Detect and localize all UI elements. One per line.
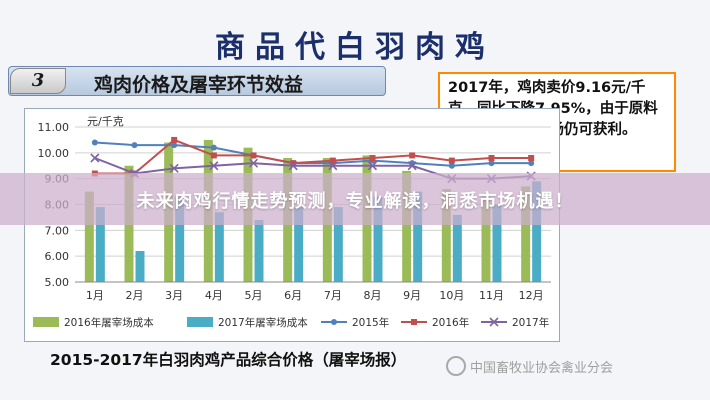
price-chart: 5.006.007.008.009.0010.0011.00元/千克1月2月3月…: [33, 115, 551, 329]
line-2016: [94, 138, 532, 175]
bar-2017-cost: [373, 196, 383, 282]
point-2016: [488, 155, 495, 161]
bar-2016-cost: [481, 196, 491, 282]
x-tick-label: 2月: [126, 289, 144, 302]
point-2016: [171, 136, 178, 143]
bar-2017-cost: [175, 196, 185, 282]
bar-2017-cost: [532, 181, 542, 282]
point-2016: [448, 157, 455, 164]
bar-2016-cost: [84, 191, 94, 282]
point-2016: [329, 157, 336, 164]
x-tick-label: 4月: [205, 289, 223, 302]
main-title: 商品代白羽肉鸡: [215, 30, 495, 65]
legend-marker: [411, 319, 417, 325]
bar-2017-cost: [413, 191, 423, 282]
y-tick-label: 5.00: [45, 276, 70, 289]
bar-2016-cost: [402, 170, 412, 282]
point-2015: [528, 160, 535, 167]
x-tick-label: 8月: [364, 289, 382, 302]
point-2017: [407, 161, 417, 171]
legend-label: 2016年屠宰场成本: [64, 316, 154, 329]
x-tick-label: 1月: [86, 289, 104, 302]
x-tick-label: 9月: [403, 289, 421, 302]
point-2016: [369, 155, 376, 161]
legend-label: 2017年: [512, 316, 549, 329]
legend-marker: [331, 319, 337, 325]
point-2017: [288, 161, 298, 171]
point-2017: [248, 158, 259, 168]
headline-text: 未来肉鸡行情走势预测，专业解读，洞悉市场机遇！: [136, 191, 574, 212]
bar-2016-cost: [521, 186, 531, 282]
legend-swatch: [187, 317, 213, 327]
point-2015: [488, 160, 495, 167]
bar-2017-cost: [135, 251, 145, 282]
x-tick-label: 11月: [479, 289, 504, 302]
point-2015: [91, 139, 98, 146]
bar-2016-cost: [441, 189, 451, 282]
y-tick-label: 11.00: [38, 121, 70, 134]
y-axis-unit: 元/千克: [87, 115, 124, 128]
point-2017: [367, 161, 378, 171]
x-tick-label: 5月: [245, 289, 263, 302]
point-2015: [210, 144, 217, 151]
point-2016: [528, 155, 535, 161]
y-tick-label: 7.00: [45, 224, 70, 237]
bar-2017-cost: [254, 220, 264, 282]
point-2015: [448, 162, 455, 169]
point-2017: [209, 161, 219, 171]
point-2015: [131, 142, 138, 149]
bar-2017-cost: [333, 207, 343, 282]
point-2017: [169, 163, 179, 173]
point-2016: [210, 152, 217, 159]
x-tick-label: 3月: [165, 289, 183, 302]
x-tick-label: 6月: [284, 289, 302, 302]
chart-frame: 5.006.007.008.009.0010.0011.00元/千克1月2月3月…: [24, 108, 560, 342]
bar-2017-cost: [452, 214, 462, 282]
point-2017: [328, 161, 338, 171]
section-number-badge: 3: [10, 68, 66, 94]
legend-label: 2015年: [352, 316, 389, 329]
bar-2017-cost: [214, 212, 224, 282]
point-2016: [290, 160, 297, 167]
x-tick-label: 10月: [439, 289, 464, 302]
watermark-icon: [446, 356, 466, 376]
x-tick-label: 7月: [324, 289, 342, 302]
y-tick-label: 10.00: [38, 147, 70, 160]
section-title: 鸡肉价格及屠宰环节效益: [94, 74, 304, 96]
bar-2017-cost: [95, 207, 105, 282]
bar-2017-cost: [492, 204, 502, 282]
bar-2017-cost: [294, 207, 304, 282]
point-2016: [250, 152, 257, 159]
headline-banner: [0, 173, 710, 225]
point-2017: [90, 153, 100, 163]
section-header-bar: [8, 66, 386, 96]
legend-marker: [489, 317, 499, 327]
x-tick-label: 12月: [519, 289, 544, 302]
footer-title: 2015-2017年白羽肉鸡产品综合价格（屠宰场报）: [50, 351, 407, 369]
point-2016: [409, 152, 416, 159]
point-2015: [171, 142, 178, 149]
watermark-text: 中国畜牧业协会禽业分会: [470, 361, 614, 376]
legend-swatch: [33, 317, 59, 327]
y-tick-label: 6.00: [45, 250, 70, 263]
legend-label: 2016年: [432, 316, 469, 329]
legend-label: 2017年屠宰场成本: [218, 316, 308, 329]
